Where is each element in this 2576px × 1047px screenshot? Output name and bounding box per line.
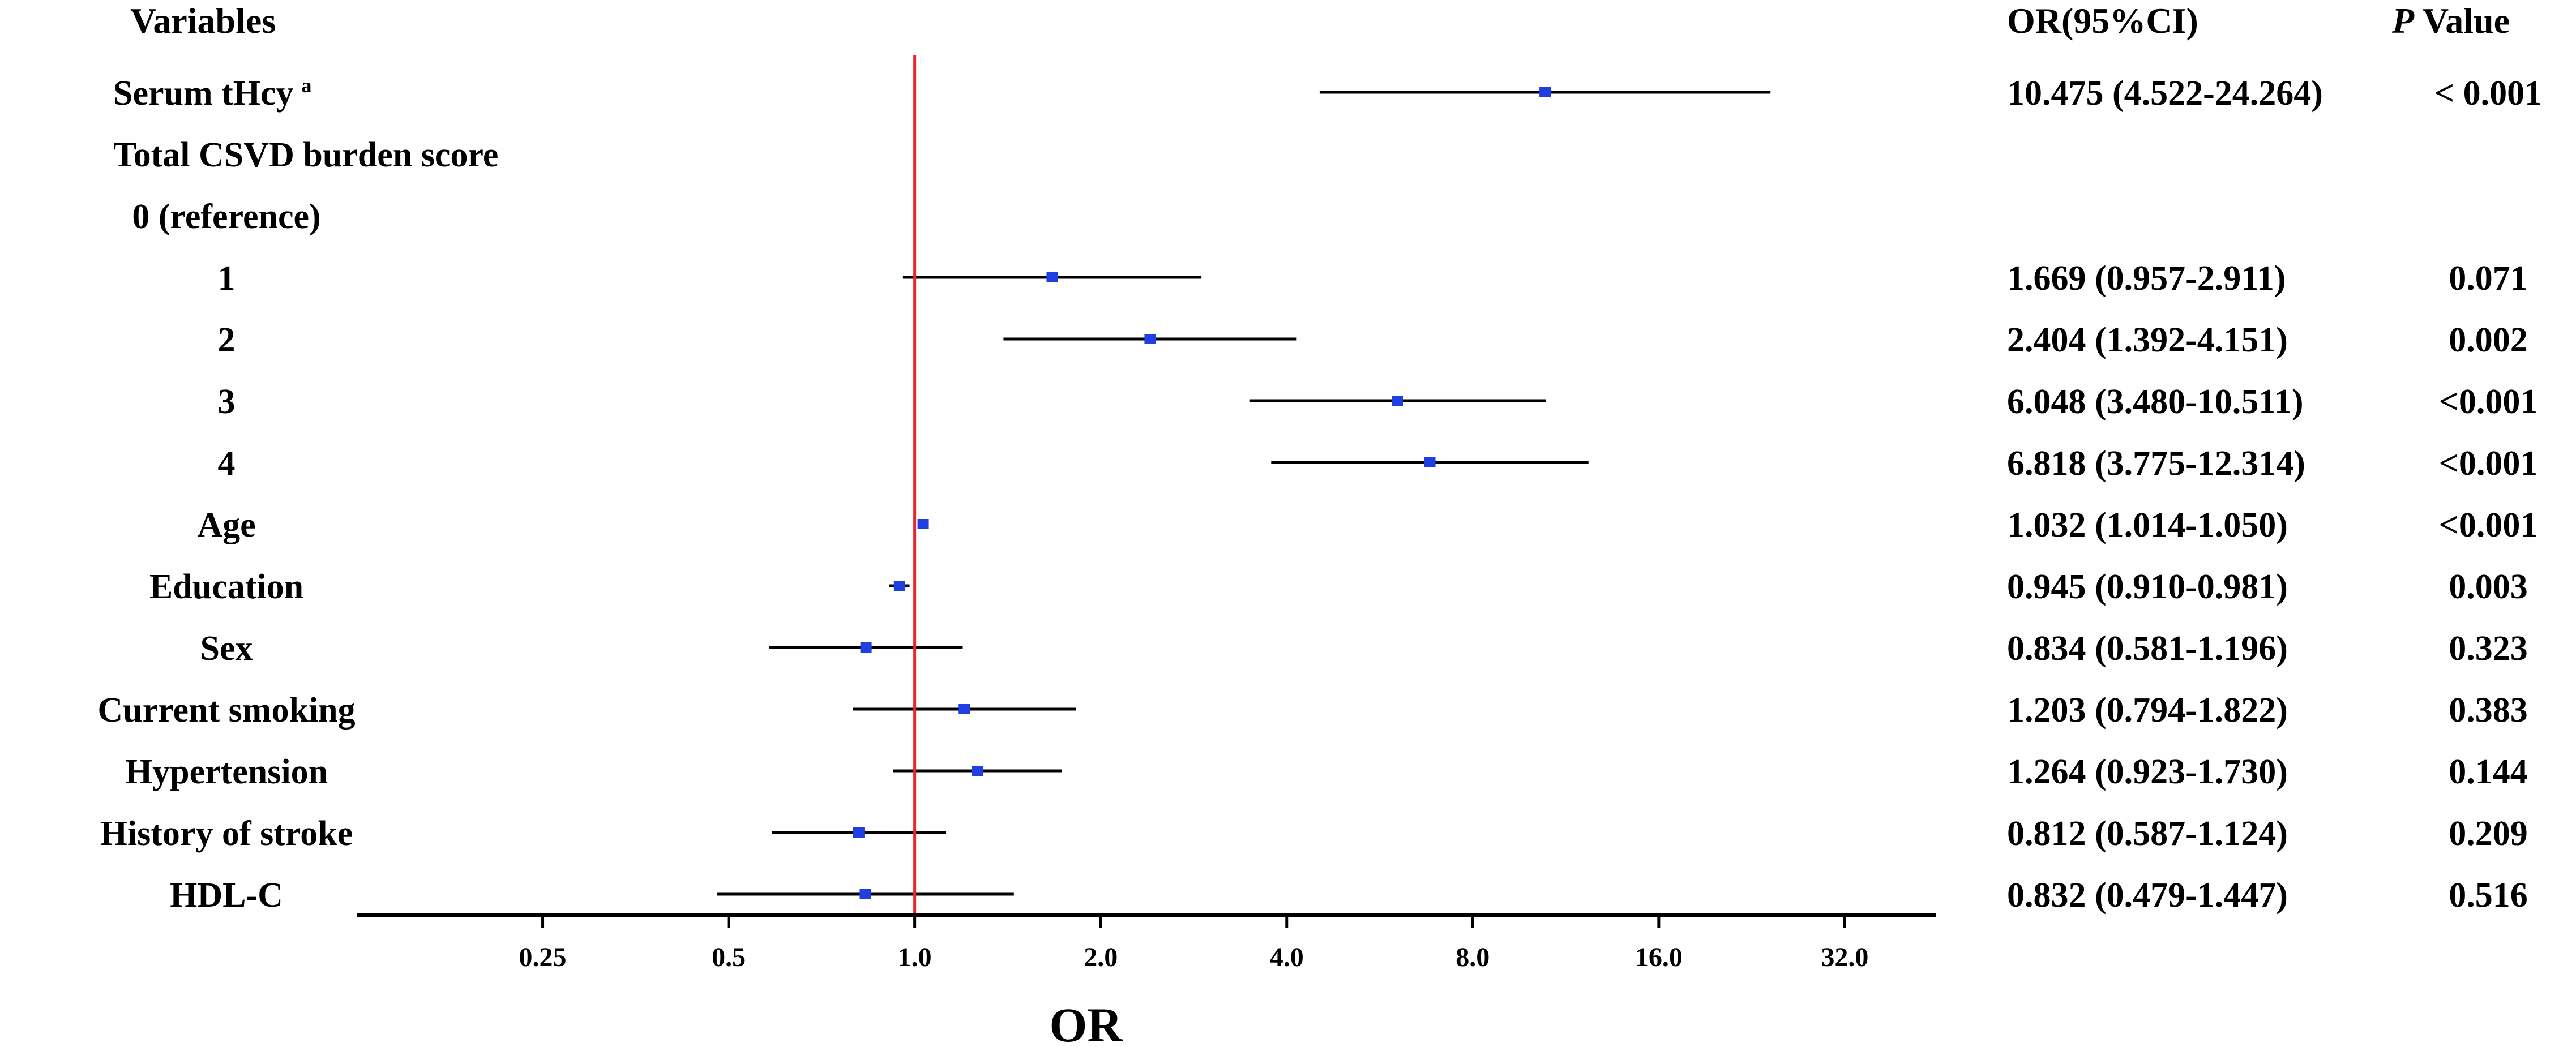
point-3 [1392,396,1403,406]
estimate-points [853,87,1551,899]
header-p-italic: P [2391,1,2415,41]
row-label-1: 1 [218,259,236,298]
row-label-current-smoking: Current smoking [97,691,355,730]
header-p-rest: Value [2414,1,2510,41]
point-history-of-stroke [853,827,865,838]
row-label-age: Age [197,506,255,544]
point-1 [1046,272,1058,282]
p-value-education: 0.003 [2449,568,2528,606]
row-labels: Serum tHcy a Total CSVD burden score 0 (ref… [97,74,498,915]
or-ci-hdl-c: 0.832 (0.479-1.447) [2007,876,2288,915]
header-variables: Variables [130,1,276,41]
p-value-3: <0.001 [2439,383,2538,421]
x-tick-label-0: 0.25 [519,942,567,972]
or-ci-serum-thcy: 10.475 (4.522-24.264) [2007,74,2323,113]
row-label-4: 4 [218,444,236,483]
x-tick-label-1: 0.5 [712,942,746,972]
point-age [917,519,929,529]
or-ci-age: 1.032 (1.014-1.050) [2007,506,2288,544]
or-ci-2: 2.404 (1.392-4.151) [2007,321,2288,359]
x-tick-label-7: 32.0 [1821,942,1868,972]
or-ci-4: 6.818 (3.775-12.314) [2007,444,2305,483]
p-value-age: <0.001 [2439,506,2538,544]
x-tick-label-2: 1.0 [898,942,932,972]
point-2 [1144,334,1156,344]
row-label-hypertension: Hypertension [125,753,328,791]
point-education [893,581,905,591]
x-axis: 0.25 0.5 1.0 2.0 4.0 8.0 16.0 32.0 OR [357,55,1936,1047]
p-value-4: <0.001 [2439,444,2538,483]
row-label-serum-thcy: Serum tHcy a [113,74,312,113]
point-sex [860,642,872,653]
row-label-2: 2 [218,321,236,359]
header-p-value: P Value [2391,1,2510,41]
x-tick-label-3: 2.0 [1084,942,1118,972]
x-tick-label-6: 16.0 [1635,942,1683,972]
p-value-1: 0.071 [2449,259,2528,298]
point-4 [1424,457,1436,467]
row-label-0-reference: 0 (reference) [132,198,320,236]
row-label-history-of-stroke: History of stroke [100,814,353,853]
or-ci-education: 0.945 (0.910-0.981) [2007,568,2288,606]
row-label-hdl-c: HDL-C [170,876,283,915]
x-axis-title: OR [1050,998,1123,1047]
or-ci-sex: 0.834 (0.581-1.196) [2007,629,2288,668]
x-tick-label-5: 8.0 [1456,942,1490,972]
p-value-current-smoking: 0.383 [2449,691,2528,730]
or-ci-current-smoking: 1.203 (0.794-1.822) [2007,691,2288,730]
row-label-sex: Sex [200,629,253,668]
row-label-3: 3 [218,383,236,421]
point-hypertension [972,766,983,776]
point-serum-thcy [1539,87,1551,97]
superscript-serum-thcy: a [302,74,312,97]
or-ci-history-of-stroke: 0.812 (0.587-1.124) [2007,814,2288,853]
p-value-hypertension: 0.144 [2449,753,2528,791]
point-hdl-c [859,889,871,899]
p-value-sex: 0.323 [2449,629,2528,668]
or-ci-1: 1.669 (0.957-2.911) [2007,259,2286,298]
confidence-intervals [717,91,1771,896]
p-value-2: 0.002 [2449,321,2528,359]
or-ci-hypertension: 1.264 (0.923-1.730) [2007,753,2288,791]
row-label-total-csvd-burden-score: Total CSVD burden score [113,136,498,174]
p-value-hdl-c: 0.516 [2449,876,2528,915]
point-current-smoking [958,704,970,714]
column-headers: Variables OR(95%CI) P Value [130,1,2510,41]
header-or-ci: OR(95%CI) [2007,1,2198,41]
row-label-education: Education [149,568,303,606]
p-value-serum-thcy: < 0.001 [2434,74,2542,113]
statistics-columns: 10.475 (4.522-24.264) < 0.001 1.669 (0.957… [2007,74,2542,915]
p-value-history-of-stroke: 0.209 [2449,814,2528,853]
or-ci-3: 6.048 (3.480-10.511) [2007,383,2304,421]
x-tick-label-4: 4.0 [1270,942,1304,972]
